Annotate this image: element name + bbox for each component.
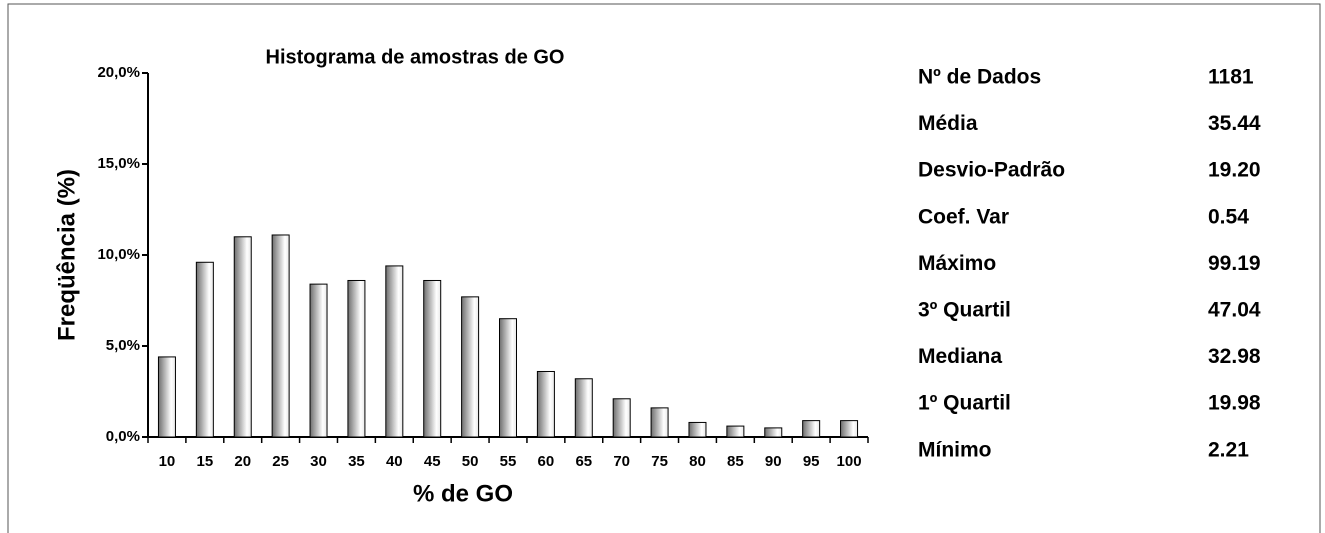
y-tick-label: 15,0%: [97, 155, 140, 172]
stat-label: 1º Quartil: [918, 392, 1011, 415]
bar: [612, 398, 631, 438]
x-tick-label: 20: [234, 453, 251, 470]
x-tick-label: 60: [538, 453, 555, 470]
bar: [157, 356, 176, 438]
x-tick-label: 50: [462, 453, 479, 470]
frame: [7, 3, 1321, 533]
bar: [764, 427, 783, 438]
bar: [385, 265, 404, 438]
y-tick-label: 0,0%: [106, 428, 140, 445]
x-tick-label: 65: [575, 453, 592, 470]
stat-value: 35.44: [1208, 112, 1261, 135]
y-tick-label: 10,0%: [97, 246, 140, 263]
bar: [726, 425, 745, 438]
y-tick-label: 5,0%: [106, 337, 140, 354]
x-tick-label: 90: [765, 453, 782, 470]
bar: [536, 370, 555, 438]
x-tick-label: 100: [837, 453, 862, 470]
bar: [233, 236, 252, 438]
chart-title: Histograma de amostras de GO: [266, 46, 565, 68]
x-tick-label: 70: [613, 453, 630, 470]
y-axis-title: Freqüência (%): [53, 169, 80, 341]
x-tick-label: 10: [159, 453, 176, 470]
stat-label: Máximo: [918, 252, 996, 275]
bar: [423, 279, 442, 438]
bar: [574, 378, 593, 438]
stat-label: Coef. Var: [918, 205, 1009, 228]
bar: [309, 283, 328, 438]
stat-value: 1181: [1208, 66, 1254, 89]
x-tick-label: 85: [727, 453, 744, 470]
x-tick-label: 40: [386, 453, 403, 470]
bar: [650, 407, 669, 438]
bar: [347, 279, 366, 438]
bar: [271, 234, 290, 438]
stat-value: 47.04: [1208, 299, 1261, 322]
stat-label: 3º Quartil: [918, 299, 1011, 322]
bar: [461, 296, 480, 438]
bar: [840, 420, 859, 438]
x-tick-label: 80: [689, 453, 706, 470]
x-tick-label: 55: [500, 453, 517, 470]
bar: [688, 421, 707, 438]
bar: [499, 318, 517, 438]
bar: [802, 420, 821, 438]
x-tick-label: 45: [424, 453, 441, 470]
x-tick-label: 25: [272, 453, 289, 470]
bar: [195, 261, 214, 438]
stat-label: Nº de Dados: [918, 66, 1041, 89]
stat-label: Média: [918, 112, 978, 135]
x-tick-label: 35: [348, 453, 365, 470]
stat-value: 99.19: [1208, 252, 1261, 275]
x-axis-title: % de GO: [413, 480, 513, 507]
x-tick-label: 75: [651, 453, 668, 470]
stat-label: Mínimo: [918, 438, 992, 461]
stat-value: 0.54: [1208, 205, 1249, 228]
stat-value: 19.20: [1208, 159, 1261, 182]
x-tick-label: 30: [310, 453, 327, 470]
stat-label: Desvio-Padrão: [918, 159, 1065, 182]
stat-value: 19.98: [1208, 392, 1261, 415]
stat-value: 32.98: [1208, 345, 1261, 368]
stat-label: Mediana: [918, 345, 1002, 368]
x-tick-label: 15: [196, 453, 213, 470]
y-tick-label: 20,0%: [97, 64, 140, 81]
x-tick-label: 95: [803, 453, 820, 470]
stat-value: 2.21: [1208, 438, 1249, 461]
